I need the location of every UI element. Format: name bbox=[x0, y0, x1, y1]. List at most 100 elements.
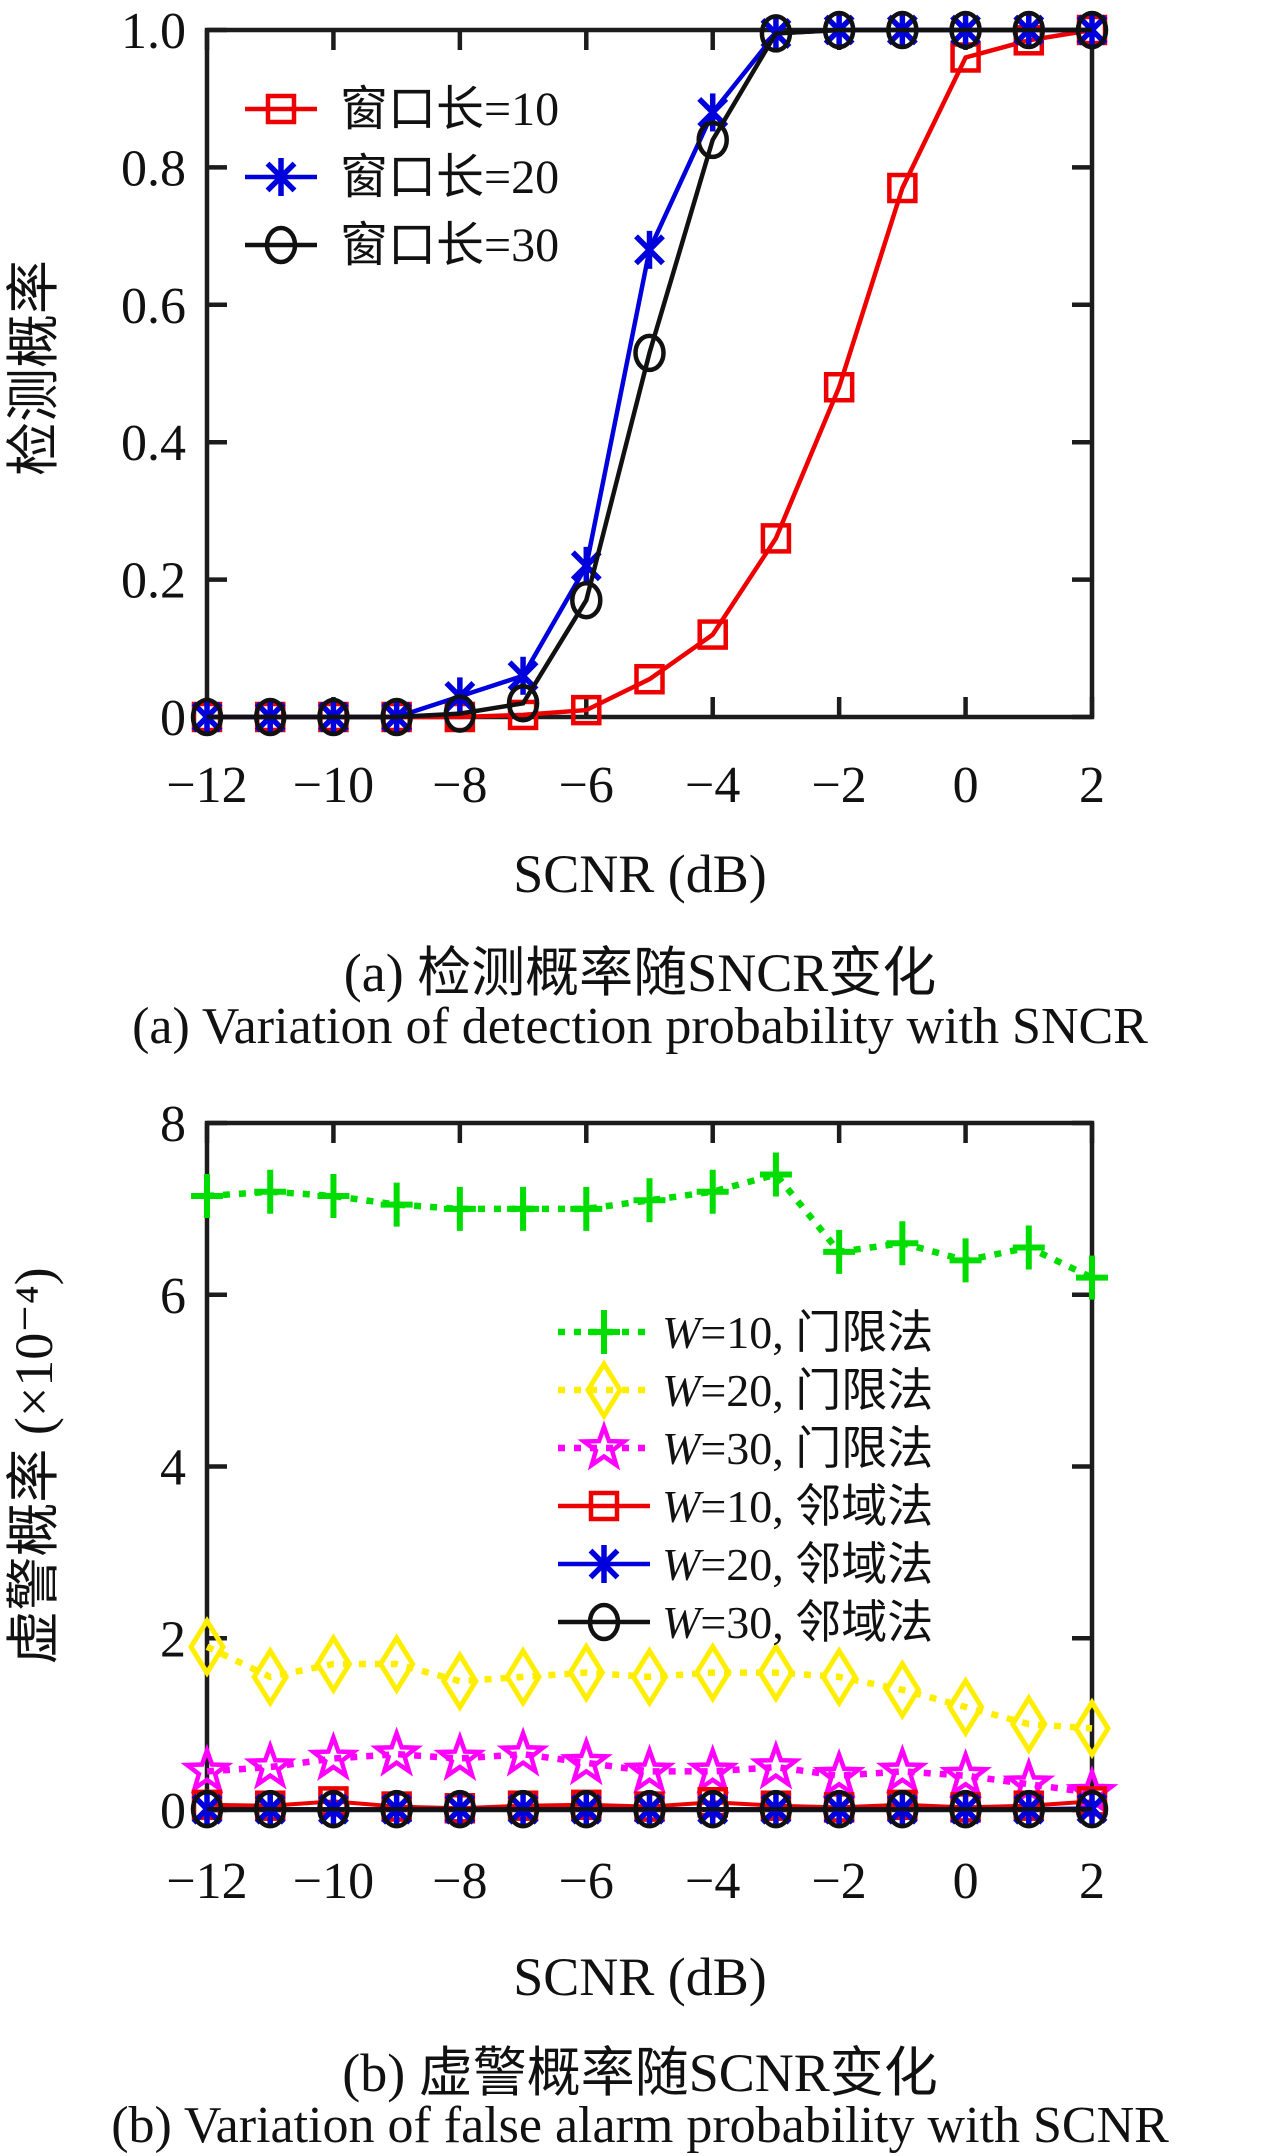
x-tick-label: −4 bbox=[685, 757, 740, 814]
y-tick-label: 0 bbox=[160, 690, 186, 747]
square-marker bbox=[823, 371, 855, 403]
series-line bbox=[205, 1643, 1093, 1732]
circle-marker bbox=[1075, 1789, 1109, 1829]
star-marker bbox=[577, 1420, 631, 1471]
series-a-2 bbox=[190, 10, 1109, 737]
caption-a-chinese: (a) 检测概率随SNCR变化 bbox=[343, 943, 937, 1003]
circle-marker bbox=[886, 10, 919, 50]
x-axis-label-b: SCNR (dB) bbox=[513, 1947, 767, 2007]
x-tick-label: −8 bbox=[432, 1853, 487, 1910]
star-marker bbox=[623, 1743, 676, 1794]
legend-label: W=10, 邻域法 bbox=[662, 1481, 933, 1532]
legend-item: W=10, 门限法 bbox=[558, 1307, 933, 1358]
star-marker bbox=[496, 1726, 550, 1777]
series-b-5 bbox=[190, 1789, 1109, 1829]
circle-marker bbox=[633, 1789, 666, 1829]
diamond-marker bbox=[567, 1641, 606, 1704]
circle-marker bbox=[1075, 10, 1109, 50]
circle-marker bbox=[443, 694, 477, 733]
legend-label: 窗口长=20 bbox=[340, 151, 559, 204]
square-marker bbox=[697, 619, 728, 650]
square-marker bbox=[588, 1490, 620, 1522]
series-b-1 bbox=[188, 1616, 1111, 1760]
diamond-marker bbox=[946, 1676, 985, 1738]
asterisk-marker bbox=[507, 660, 539, 692]
circle-marker bbox=[1012, 10, 1046, 50]
diamond-marker bbox=[1009, 1693, 1048, 1755]
circle-marker bbox=[253, 697, 287, 737]
legend-item: W=30, 门限法 bbox=[558, 1420, 933, 1474]
diamond-marker bbox=[1073, 1697, 1111, 1760]
chart-a: −12 −10 −8 −6 −4 −2 0 2 0 0.2 0.4 0.6 0.8 1.0 检测概率 窗口长=… bbox=[4, 3, 1109, 814]
circle-marker bbox=[380, 1789, 413, 1829]
x-axis-label-a: SCNR (dB) bbox=[513, 844, 767, 904]
circle-marker bbox=[587, 1602, 621, 1642]
circle-marker bbox=[759, 1789, 793, 1829]
legend-label: W=20, 门限法 bbox=[662, 1365, 933, 1416]
x-tick-label: −12 bbox=[166, 757, 247, 814]
y-tick-label: 2 bbox=[160, 1611, 186, 1668]
star-marker bbox=[307, 1730, 360, 1781]
series-a-1 bbox=[191, 11, 1108, 736]
diamond-marker bbox=[585, 1359, 623, 1421]
x-tick-label: −10 bbox=[293, 757, 374, 814]
series-line bbox=[206, 1170, 1094, 1281]
x-tick-label: 0 bbox=[953, 757, 979, 814]
x-tick-label: −6 bbox=[559, 757, 614, 814]
asterisk-marker bbox=[265, 161, 297, 193]
caption-b-english: (b) Variation of false alarm probability… bbox=[111, 2097, 1169, 2154]
diamond-marker bbox=[188, 1616, 226, 1678]
legend-label: W=30, 邻域法 bbox=[662, 1597, 933, 1648]
legend-label: W=10, 门限法 bbox=[662, 1307, 933, 1358]
star-marker bbox=[559, 1735, 613, 1786]
circle-marker bbox=[949, 1789, 982, 1829]
y-tick-label: 0 bbox=[160, 1783, 186, 1840]
diamond-marker bbox=[883, 1659, 922, 1721]
circle-marker bbox=[886, 1789, 919, 1829]
circle-marker bbox=[633, 333, 666, 373]
series-line bbox=[207, 27, 1092, 720]
circle-marker bbox=[822, 1789, 856, 1829]
circle-marker bbox=[317, 697, 350, 737]
y-tick-label: 0.8 bbox=[121, 140, 186, 197]
circle-marker bbox=[317, 1789, 350, 1829]
legend-item: W=20, 门限法 bbox=[558, 1359, 933, 1421]
circle-marker bbox=[759, 14, 793, 53]
legend-label: 窗口长=10 bbox=[340, 83, 559, 136]
x-tick-label: −4 bbox=[685, 1853, 740, 1910]
circle-marker bbox=[190, 697, 224, 737]
x-tick-label: 2 bbox=[1079, 1853, 1105, 1910]
square-marker bbox=[265, 93, 297, 125]
circle-marker bbox=[253, 1789, 287, 1829]
caption-a-english: (a) Variation of detection probability w… bbox=[132, 998, 1148, 1055]
y-tick-label: 0.2 bbox=[121, 553, 186, 610]
circle-marker bbox=[570, 580, 603, 620]
legend-item: W=30, 邻域法 bbox=[558, 1597, 933, 1648]
legend-a: 窗口长=10 窗口长=20 窗口长=30 bbox=[245, 83, 559, 272]
x-tick-label: −2 bbox=[811, 1853, 866, 1910]
axes-a: −12 −10 −8 −6 −4 −2 0 2 0 0.2 0.4 0.6 0.8 1.0 bbox=[121, 3, 1105, 814]
legend-b: W=10, 门限法 W=20, 门限法 W=30, 门限法 W=10, 邻域法 W=20… bbox=[558, 1307, 933, 1648]
asterisk-marker bbox=[634, 234, 665, 266]
circle-marker bbox=[506, 1789, 540, 1829]
asterisk-marker bbox=[588, 1548, 620, 1580]
legend-item: 窗口长=20 bbox=[245, 151, 559, 204]
asterisk-marker bbox=[697, 97, 729, 128]
diamond-marker bbox=[314, 1633, 353, 1695]
circle-marker bbox=[380, 697, 413, 737]
circle-marker bbox=[570, 1789, 603, 1829]
y-axis-label-b: 虚警概率 (×10⁻⁴) bbox=[4, 1267, 64, 1664]
y-tick-label: 0.6 bbox=[121, 278, 186, 335]
diamond-marker bbox=[630, 1646, 669, 1708]
legend-item: W=20, 邻域法 bbox=[558, 1539, 933, 1590]
x-tick-label: −8 bbox=[432, 757, 487, 814]
star-marker bbox=[243, 1739, 297, 1790]
y-tick-label: 4 bbox=[160, 1440, 186, 1497]
star-marker bbox=[686, 1743, 740, 1794]
diamond-marker bbox=[251, 1646, 290, 1708]
y-tick-label: 6 bbox=[160, 1268, 186, 1325]
circle-marker bbox=[1012, 1789, 1046, 1829]
chart-b: −12 −10 −8 −6 −4 −2 0 2 0 2 4 6 8 虚警概率 (×10⁻⁴) W=10, 门… bbox=[4, 1096, 1119, 1910]
series-a-0 bbox=[191, 14, 1108, 733]
